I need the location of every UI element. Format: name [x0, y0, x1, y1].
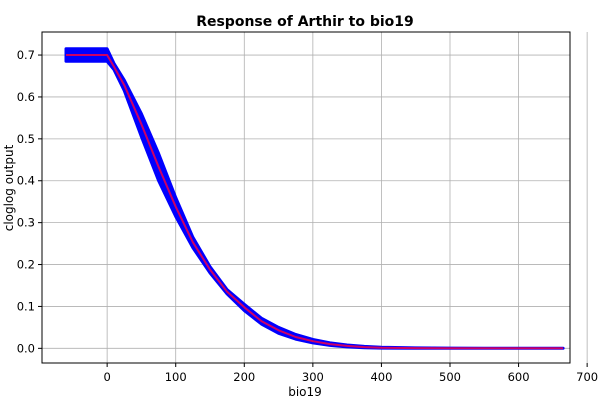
y-tick-label: 0.2 — [17, 258, 35, 272]
x-tick-label: 500 — [439, 370, 461, 384]
y-tick-label: 0.0 — [17, 341, 35, 355]
grid-lines — [42, 32, 588, 363]
x-tick-label: 100 — [165, 370, 187, 384]
y-tick-label: 0.3 — [17, 216, 35, 230]
y-tick-label: 0.6 — [17, 90, 35, 104]
x-tick-label: 0 — [103, 370, 110, 384]
axis-ticks: 0 100 200 300 400 500 600 700 0.0 0.1 0.2 0.3 0.4 0.5… — [17, 48, 598, 384]
x-tick-label: 200 — [233, 370, 255, 384]
y-tick-label: 0.5 — [17, 132, 35, 146]
y-axis-label: cloglog output — [2, 144, 16, 231]
y-tick-label: 0.1 — [17, 299, 35, 313]
x-tick-label: 400 — [370, 370, 392, 384]
y-tick-label: 0.4 — [17, 174, 35, 188]
x-axis-label: bio19 — [288, 385, 322, 399]
plot-area-frame — [41, 31, 571, 364]
confidence-band-layer — [64, 47, 565, 350]
x-tick-label: 600 — [508, 370, 530, 384]
mean-line-layer — [66, 54, 564, 350]
chart-title: Response of Arthir to bio19 — [196, 14, 414, 30]
confidence-band — [64, 47, 565, 350]
x-tick-label: 700 — [576, 370, 598, 384]
y-tick-label: 0.7 — [17, 48, 35, 62]
x-tick-label: 300 — [302, 370, 324, 384]
mean-response-line — [66, 54, 564, 350]
